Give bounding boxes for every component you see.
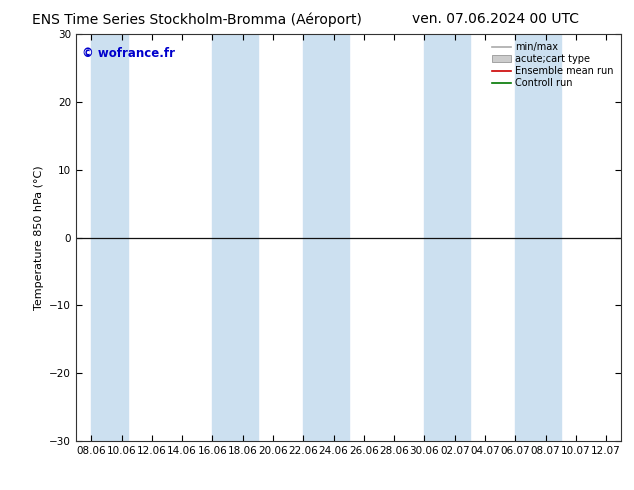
Legend: min/max, acute;cart type, Ensemble mean run, Controll run: min/max, acute;cart type, Ensemble mean …: [489, 39, 616, 91]
Text: © wofrance.fr: © wofrance.fr: [82, 47, 174, 59]
Text: ven. 07.06.2024 00 UTC: ven. 07.06.2024 00 UTC: [412, 12, 579, 26]
Text: ENS Time Series Stockholm-Bromma (Aéroport): ENS Time Series Stockholm-Bromma (Aéropo…: [32, 12, 361, 27]
Bar: [91, 34, 127, 441]
Bar: [212, 34, 258, 441]
Bar: [515, 34, 560, 441]
Bar: [424, 34, 470, 441]
Title: ENS Time Series Stockholm-Bromma (Aéroport)          ven. 07.06.2024 00 UTC: ENS Time Series Stockholm-Bromma (Aéropo…: [0, 489, 1, 490]
Y-axis label: Temperature 850 hPa (°C): Temperature 850 hPa (°C): [34, 165, 44, 310]
Bar: [303, 34, 349, 441]
